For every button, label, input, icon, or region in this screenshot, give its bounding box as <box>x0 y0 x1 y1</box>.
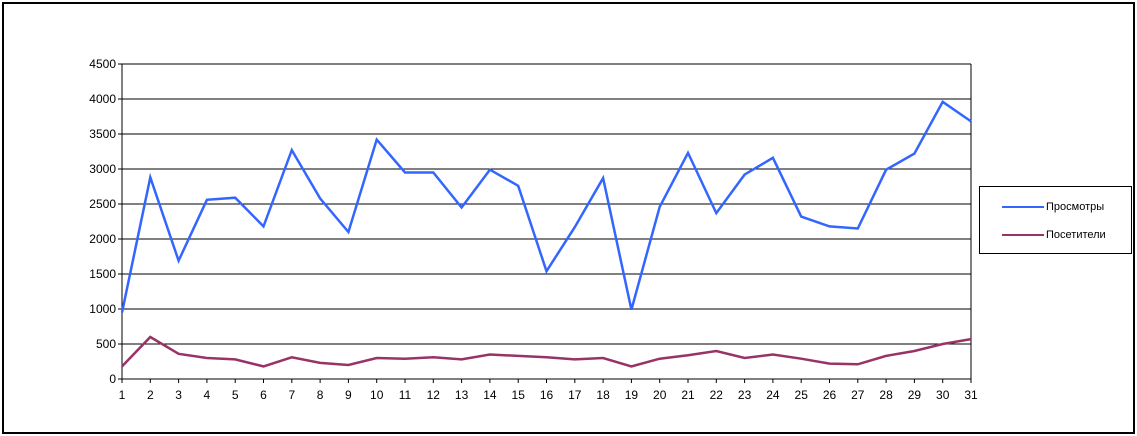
legend-item-visitors: Посетители <box>980 227 1106 243</box>
y-tick-label: 0 <box>109 372 116 386</box>
x-tick-label: 7 <box>288 388 295 402</box>
y-tick-label: 3500 <box>89 127 116 141</box>
x-tick-label: 10 <box>370 388 384 402</box>
grid-lines <box>122 63 971 345</box>
x-tick-label: 20 <box>653 388 667 402</box>
series-line-views <box>120 99 972 313</box>
series-lines <box>120 99 972 368</box>
x-tick-label: 27 <box>851 388 865 402</box>
x-tick-label: 21 <box>681 388 695 402</box>
x-tick-label: 22 <box>710 388 724 402</box>
x-tick-label: 25 <box>795 388 809 402</box>
x-tick-label: 15 <box>512 388 526 402</box>
legend-label-views: Просмотры <box>1046 201 1105 213</box>
series-line-visitors <box>121 335 972 368</box>
y-tick-label: 4500 <box>89 57 116 71</box>
x-tick-label: 1 <box>119 388 126 402</box>
x-tick-label: 11 <box>399 388 412 402</box>
x-tick-label: 31 <box>964 388 978 402</box>
axes <box>118 63 972 383</box>
x-tick-label: 30 <box>936 388 950 402</box>
y-tick-label: 1000 <box>89 302 116 316</box>
x-tick-label: 3 <box>175 388 182 402</box>
legend-item-views: Просмотры <box>980 199 1104 215</box>
x-tick-label: 8 <box>317 388 324 402</box>
x-tick-label: 16 <box>540 388 554 402</box>
x-tick-label: 18 <box>596 388 610 402</box>
x-tick-label: 4 <box>204 388 211 402</box>
legend-label-visitors: Посетители <box>1046 229 1106 241</box>
x-tick-label: 14 <box>483 388 497 402</box>
y-tick-label: 4000 <box>89 92 116 106</box>
legend-swatch-visitors <box>1002 234 1044 236</box>
x-tick-label: 5 <box>232 388 239 402</box>
x-tick-label: 23 <box>738 388 752 402</box>
x-tick-label: 2 <box>147 388 154 402</box>
x-tick-label: 17 <box>568 388 582 402</box>
x-tick-label: 19 <box>625 388 639 402</box>
x-tick-label: 29 <box>908 388 922 402</box>
x-tick-label: 28 <box>879 388 893 402</box>
x-tick-label: 26 <box>823 388 837 402</box>
y-tick-label: 3000 <box>89 162 116 176</box>
y-tick-label: 1500 <box>89 267 116 281</box>
x-tick-label: 6 <box>260 388 267 402</box>
x-tick-label: 24 <box>766 388 780 402</box>
legend: Просмотры Посетители <box>979 186 1132 254</box>
y-tick-label: 500 <box>96 337 116 351</box>
legend-swatch-views <box>1002 206 1044 208</box>
x-tick-label: 9 <box>345 388 352 402</box>
y-tick-label: 2000 <box>89 232 116 246</box>
y-tick-label: 2500 <box>89 197 116 211</box>
x-tick-label: 12 <box>427 388 441 402</box>
x-tick-label: 13 <box>455 388 469 402</box>
